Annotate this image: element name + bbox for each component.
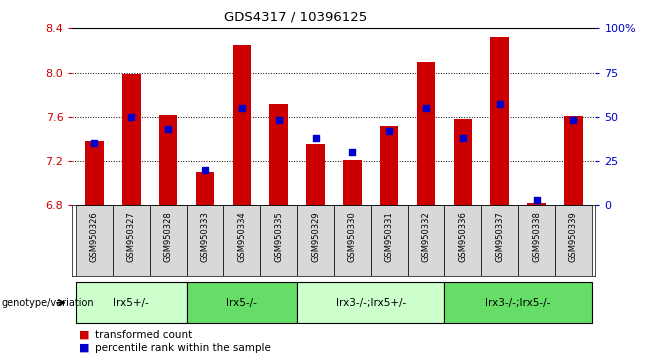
Bar bbox=[86, 141, 104, 205]
Bar bbox=[159, 115, 178, 205]
FancyBboxPatch shape bbox=[224, 205, 261, 276]
Text: lrx5+/-: lrx5+/- bbox=[113, 298, 149, 308]
Bar bbox=[380, 126, 398, 205]
Point bbox=[531, 197, 542, 203]
Bar bbox=[122, 74, 141, 205]
Point bbox=[163, 126, 174, 132]
Point bbox=[274, 118, 284, 123]
FancyBboxPatch shape bbox=[187, 205, 224, 276]
Bar bbox=[76, 282, 187, 324]
Point bbox=[384, 128, 394, 134]
FancyBboxPatch shape bbox=[370, 205, 407, 276]
Text: genotype/variation: genotype/variation bbox=[1, 298, 94, 308]
Point bbox=[457, 135, 468, 141]
Point bbox=[126, 114, 137, 120]
Text: GSM950328: GSM950328 bbox=[164, 211, 172, 262]
Point bbox=[494, 102, 505, 107]
Text: GSM950331: GSM950331 bbox=[385, 211, 393, 262]
FancyBboxPatch shape bbox=[518, 205, 555, 276]
Bar bbox=[307, 144, 325, 205]
Text: lrx3-/-;lrx5+/-: lrx3-/-;lrx5+/- bbox=[336, 298, 406, 308]
Bar bbox=[564, 116, 582, 205]
Point bbox=[347, 149, 357, 155]
Point bbox=[420, 105, 431, 111]
Text: lrx3-/-;lrx5-/-: lrx3-/-;lrx5-/- bbox=[486, 298, 551, 308]
Bar bbox=[490, 37, 509, 205]
Text: GSM950326: GSM950326 bbox=[90, 211, 99, 262]
Point bbox=[568, 118, 578, 123]
Point bbox=[237, 105, 247, 111]
FancyBboxPatch shape bbox=[113, 205, 150, 276]
Bar bbox=[453, 119, 472, 205]
Bar bbox=[233, 45, 251, 205]
Text: GSM950333: GSM950333 bbox=[201, 211, 209, 262]
FancyBboxPatch shape bbox=[481, 205, 518, 276]
Text: GDS4317 / 10396125: GDS4317 / 10396125 bbox=[224, 11, 368, 24]
Bar bbox=[527, 203, 545, 205]
FancyBboxPatch shape bbox=[444, 205, 481, 276]
FancyBboxPatch shape bbox=[555, 205, 592, 276]
Text: ■: ■ bbox=[79, 330, 89, 339]
Text: GSM950336: GSM950336 bbox=[459, 211, 467, 262]
Text: GSM950332: GSM950332 bbox=[422, 211, 430, 262]
Text: GSM950334: GSM950334 bbox=[238, 211, 246, 262]
FancyBboxPatch shape bbox=[261, 205, 297, 276]
Bar bbox=[270, 104, 288, 205]
FancyBboxPatch shape bbox=[150, 205, 187, 276]
Text: GSM950327: GSM950327 bbox=[127, 211, 136, 262]
Point bbox=[89, 141, 100, 146]
Text: GSM950339: GSM950339 bbox=[569, 211, 578, 262]
Text: GSM950335: GSM950335 bbox=[274, 211, 283, 262]
Point bbox=[311, 135, 321, 141]
FancyBboxPatch shape bbox=[297, 205, 334, 276]
Text: GSM950329: GSM950329 bbox=[311, 211, 320, 262]
Bar bbox=[343, 160, 361, 205]
Text: GSM950330: GSM950330 bbox=[348, 211, 357, 262]
Bar bbox=[297, 282, 444, 324]
Text: GSM950337: GSM950337 bbox=[495, 211, 504, 262]
Bar bbox=[187, 282, 297, 324]
Text: GSM950338: GSM950338 bbox=[532, 211, 541, 262]
Text: lrx5-/-: lrx5-/- bbox=[226, 298, 257, 308]
Point bbox=[200, 167, 211, 173]
Bar bbox=[417, 62, 435, 205]
FancyBboxPatch shape bbox=[334, 205, 370, 276]
Bar bbox=[196, 172, 215, 205]
FancyBboxPatch shape bbox=[407, 205, 444, 276]
Text: ■: ■ bbox=[79, 343, 89, 353]
FancyBboxPatch shape bbox=[76, 205, 113, 276]
Bar bbox=[444, 282, 592, 324]
Text: transformed count: transformed count bbox=[95, 330, 193, 339]
Text: percentile rank within the sample: percentile rank within the sample bbox=[95, 343, 271, 353]
